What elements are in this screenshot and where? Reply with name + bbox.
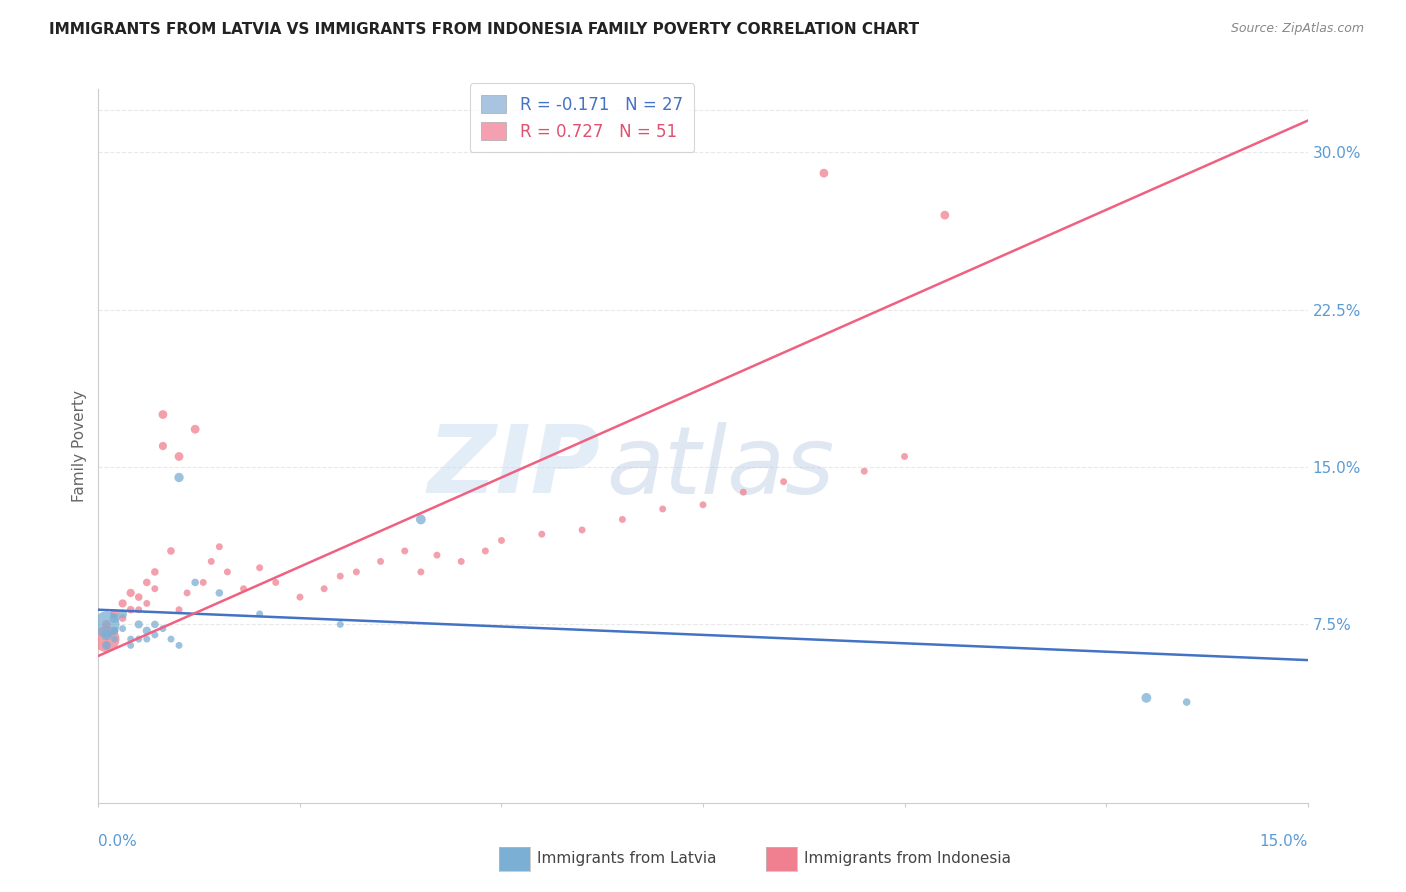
Point bbox=[184, 575, 207, 590]
Point bbox=[208, 540, 231, 554]
Point bbox=[96, 632, 118, 646]
Point bbox=[103, 632, 125, 646]
Point bbox=[128, 603, 150, 617]
Point bbox=[103, 607, 125, 621]
Point bbox=[249, 560, 271, 574]
Point bbox=[893, 450, 915, 464]
Text: ZIP: ZIP bbox=[427, 421, 600, 514]
Point bbox=[249, 607, 271, 621]
Point bbox=[370, 554, 392, 568]
Point bbox=[264, 575, 287, 590]
Point bbox=[772, 475, 794, 489]
Text: 0.0%: 0.0% bbox=[98, 834, 138, 849]
Point bbox=[103, 624, 125, 638]
Point bbox=[135, 575, 157, 590]
Point bbox=[160, 632, 183, 646]
Point bbox=[96, 617, 118, 632]
Point bbox=[143, 628, 166, 642]
Point bbox=[208, 586, 231, 600]
Point bbox=[193, 575, 215, 590]
Text: Source: ZipAtlas.com: Source: ZipAtlas.com bbox=[1230, 22, 1364, 36]
Point bbox=[135, 632, 157, 646]
Point bbox=[288, 590, 311, 604]
Point bbox=[692, 498, 714, 512]
Point bbox=[450, 554, 472, 568]
Point bbox=[651, 502, 673, 516]
Point bbox=[853, 464, 876, 478]
Point bbox=[120, 632, 142, 646]
Point bbox=[409, 512, 432, 526]
Point bbox=[135, 624, 157, 638]
Point bbox=[1135, 690, 1157, 705]
Point bbox=[409, 565, 432, 579]
Text: IMMIGRANTS FROM LATVIA VS IMMIGRANTS FROM INDONESIA FAMILY POVERTY CORRELATION C: IMMIGRANTS FROM LATVIA VS IMMIGRANTS FRO… bbox=[49, 22, 920, 37]
Point bbox=[96, 639, 118, 653]
Text: Immigrants from Latvia: Immigrants from Latvia bbox=[537, 851, 717, 865]
Point bbox=[143, 582, 166, 596]
Point bbox=[128, 590, 150, 604]
Text: atlas: atlas bbox=[606, 422, 835, 513]
Text: 15.0%: 15.0% bbox=[1260, 834, 1308, 849]
Point bbox=[217, 565, 239, 579]
Point bbox=[314, 582, 336, 596]
Point bbox=[167, 639, 190, 653]
Point bbox=[329, 569, 352, 583]
Point bbox=[530, 527, 553, 541]
Point bbox=[152, 408, 174, 422]
Point bbox=[426, 548, 449, 562]
Y-axis label: Family Poverty: Family Poverty bbox=[72, 390, 87, 502]
Point bbox=[176, 586, 198, 600]
Point bbox=[813, 166, 835, 180]
Point bbox=[135, 596, 157, 610]
Point bbox=[111, 611, 134, 625]
Point bbox=[200, 554, 222, 568]
Point bbox=[934, 208, 956, 222]
Point bbox=[733, 485, 755, 500]
Legend: R = -0.171   N = 27, R = 0.727   N = 51: R = -0.171 N = 27, R = 0.727 N = 51 bbox=[470, 83, 695, 153]
Point bbox=[120, 639, 142, 653]
Point bbox=[143, 565, 166, 579]
Point bbox=[160, 544, 183, 558]
Point bbox=[612, 512, 634, 526]
Text: Immigrants from Indonesia: Immigrants from Indonesia bbox=[804, 851, 1011, 865]
Point bbox=[111, 596, 134, 610]
Point bbox=[167, 470, 190, 484]
Point bbox=[491, 533, 513, 548]
Point bbox=[128, 617, 150, 632]
Point bbox=[167, 450, 190, 464]
Point bbox=[232, 582, 254, 596]
Point bbox=[96, 639, 118, 653]
Point bbox=[103, 611, 125, 625]
Point bbox=[571, 523, 593, 537]
Point bbox=[184, 422, 207, 436]
Point bbox=[128, 632, 150, 646]
Point bbox=[111, 607, 134, 621]
Point bbox=[120, 603, 142, 617]
Point bbox=[152, 439, 174, 453]
Point bbox=[120, 586, 142, 600]
Point bbox=[344, 565, 367, 579]
Point bbox=[103, 624, 125, 638]
Point bbox=[394, 544, 416, 558]
Point bbox=[96, 628, 118, 642]
Point bbox=[111, 622, 134, 636]
Point bbox=[152, 622, 174, 636]
Point bbox=[96, 617, 118, 632]
Point bbox=[143, 617, 166, 632]
Point bbox=[167, 603, 190, 617]
Point bbox=[474, 544, 496, 558]
Point bbox=[1175, 695, 1198, 709]
Point bbox=[329, 617, 352, 632]
